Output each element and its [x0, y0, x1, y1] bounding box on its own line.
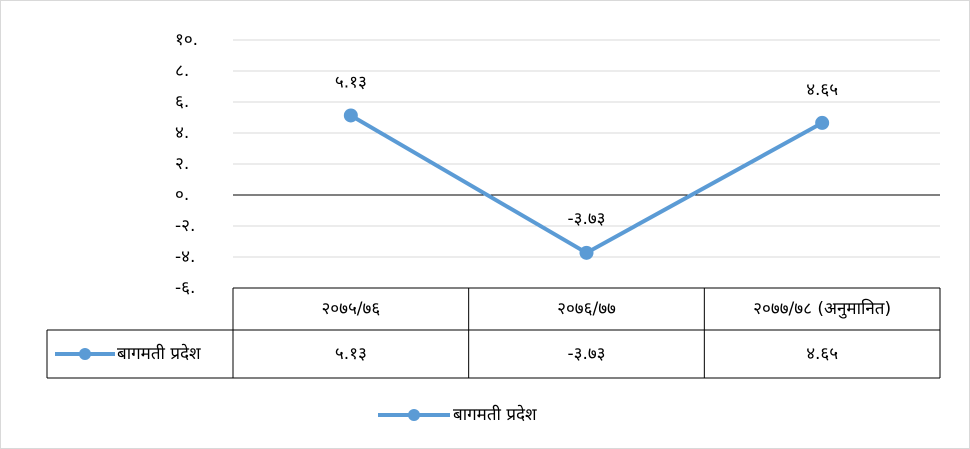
table-legend-key-marker — [79, 348, 91, 360]
x-tick-label: २०७७/७८ (अनुमानित) — [753, 298, 891, 319]
table-series-name: बागमती प्रदेश — [117, 343, 201, 364]
x-tick-label: २०७५/७६ — [321, 299, 380, 319]
y-tick-label: -६. — [175, 278, 195, 298]
y-tick-label: १०. — [175, 30, 198, 50]
table-value: -३.७३ — [567, 344, 605, 364]
legend-label: बागमती प्रदेश — [453, 404, 537, 425]
y-tick-label: -४. — [175, 247, 195, 267]
x-tick-label: २०७६/७७ — [557, 299, 616, 319]
data-label: ५.१३ — [335, 72, 367, 92]
y-tick-label: ०. — [175, 185, 189, 205]
y-tick-label: २. — [175, 154, 189, 174]
y-tick-label: ६. — [175, 92, 189, 112]
table-value: ५.१३ — [335, 344, 367, 364]
legend-key-marker — [408, 409, 420, 421]
table-value: ४.६५ — [806, 344, 838, 364]
point — [579, 245, 594, 260]
data-label: ४.६५ — [806, 80, 838, 100]
y-tick-label: -२. — [175, 216, 195, 236]
y-tick-label: ८. — [175, 61, 189, 81]
y-tick-label: ४. — [175, 123, 189, 143]
point — [815, 115, 830, 130]
data-label: -३.७३ — [567, 209, 605, 229]
point — [343, 108, 358, 123]
